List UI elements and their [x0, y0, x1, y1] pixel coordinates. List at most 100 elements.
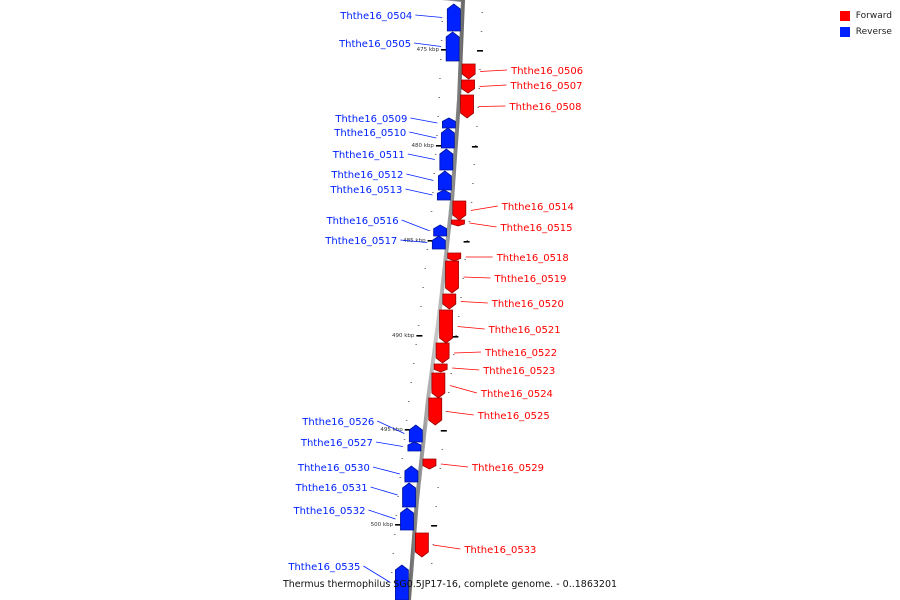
gene-arrow[interactable]: [414, 532, 429, 558]
gene-label[interactable]: Ththe16_0525: [477, 411, 550, 422]
gene-arrow[interactable]: [436, 189, 451, 201]
gene-ththe16_0524[interactable]: Ththe16_0524: [431, 372, 553, 400]
gene-arrow[interactable]: [447, 252, 462, 262]
gene-ththe16_0532[interactable]: Ththe16_0532: [292, 506, 414, 531]
gene-arrow[interactable]: [402, 482, 416, 508]
gene-ththe16_0530[interactable]: Ththe16_0530: [297, 463, 419, 483]
gene-label[interactable]: Ththe16_0522: [484, 348, 557, 359]
gene-label[interactable]: Ththe16_0514: [501, 202, 574, 213]
gene-label[interactable]: Ththe16_0518: [496, 253, 569, 264]
gene-ththe16_0511[interactable]: Ththe16_0511: [332, 148, 454, 171]
gene-ththe16_0523[interactable]: Ththe16_0523: [433, 363, 555, 377]
gene-ththe16_0508[interactable]: Ththe16_0508: [460, 94, 582, 119]
gene-label[interactable]: Ththe16_0515: [500, 223, 573, 234]
gene-ththe16_0527[interactable]: Ththe16_0527: [300, 438, 422, 452]
gene-arrow[interactable]: [431, 372, 446, 399]
gene-label[interactable]: Ththe16_0509: [334, 114, 407, 125]
gene-label[interactable]: Ththe16_0512: [330, 170, 403, 181]
gene-arrow[interactable]: [408, 424, 423, 443]
gene-arrow[interactable]: [445, 31, 460, 62]
tick-mark: [431, 563, 433, 564]
gene-arrow[interactable]: [441, 117, 456, 129]
gene-label[interactable]: Ththe16_0510: [333, 128, 406, 139]
gene-label[interactable]: Ththe16_0529: [471, 463, 544, 474]
gene-ththe16_0516[interactable]: Ththe16_0516: [326, 216, 448, 237]
gene-label[interactable]: Ththe16_0526: [301, 417, 374, 428]
gene-arrow[interactable]: [428, 397, 443, 426]
gene-arrow[interactable]: [442, 293, 457, 310]
gene-arrow[interactable]: [422, 458, 437, 470]
tick-mark: [438, 97, 440, 98]
gene-ththe16_0518[interactable]: Ththe16_0518: [447, 252, 569, 264]
gene-label[interactable]: Ththe16_0516: [326, 216, 399, 227]
gene-ththe16_0533[interactable]: Ththe16_0533: [414, 532, 536, 558]
tick-mark: [450, 373, 452, 374]
gene-label[interactable]: Ththe16_0531: [295, 483, 368, 494]
gene-arrow[interactable]: [400, 507, 414, 531]
gene-label[interactable]: Ththe16_0507: [510, 81, 583, 92]
gene-label[interactable]: Ththe16_0533: [463, 545, 536, 556]
gene-arrow[interactable]: [433, 224, 448, 237]
gene-arrow[interactable]: [461, 63, 476, 80]
gene-ththe16_0514[interactable]: Ththe16_0514: [452, 200, 574, 221]
gene-ththe16_0529[interactable]: Ththe16_0529: [422, 458, 544, 474]
gene-label[interactable]: Ththe16_0535: [287, 562, 360, 573]
gene-label[interactable]: Ththe16_0520: [491, 299, 564, 310]
gene-arrow[interactable]: [439, 148, 454, 171]
gene-label[interactable]: Ththe16_0504: [339, 11, 412, 22]
gene-label[interactable]: Ththe16_0508: [509, 102, 582, 113]
gene-ththe16_0526[interactable]: Ththe16_0526: [301, 417, 423, 443]
gene-ththe16_0522[interactable]: Ththe16_0522: [435, 342, 557, 364]
gene-label[interactable]: Ththe16_0530: [297, 463, 370, 474]
gene-arrow[interactable]: [460, 94, 474, 119]
tick-mark: [433, 173, 435, 174]
gene-ththe16_0505[interactable]: Ththe16_0505: [338, 31, 460, 62]
gene-ththe16_0512[interactable]: Ththe16_0512: [330, 170, 452, 191]
gene-arrow[interactable]: [404, 465, 419, 483]
gene-arrow[interactable]: [445, 260, 459, 294]
gene-arrow[interactable]: [452, 200, 467, 221]
gene-label[interactable]: Ththe16_0532: [292, 506, 365, 517]
gene-ththe16_0509[interactable]: Ththe16_0509: [334, 114, 456, 129]
gene-ththe16_0519[interactable]: Ththe16_0519: [445, 260, 567, 294]
gene-label[interactable]: Ththe16_0524: [480, 389, 553, 400]
gene-ththe16_0506[interactable]: Ththe16_0506: [461, 63, 583, 80]
gene-ththe16_0504[interactable]: Ththe16_0504: [339, 3, 461, 32]
gene-arrow[interactable]: [437, 170, 452, 191]
gene-arrow[interactable]: [394, 564, 409, 600]
gene-ththe16_0515[interactable]: Ththe16_0515: [451, 219, 573, 234]
gene-arrow[interactable]: [435, 342, 450, 364]
gene-ththe16_0521[interactable]: Ththe16_0521: [439, 309, 561, 344]
gene-ththe16_0510[interactable]: Ththe16_0510: [333, 127, 455, 149]
gene-arrow[interactable]: [451, 219, 465, 227]
scale-tick: [435, 145, 442, 147]
gene-label[interactable]: Ththe16_0517: [324, 236, 397, 247]
gene-ththe16_0531[interactable]: Ththe16_0531: [295, 482, 416, 508]
gene-ththe16_0525[interactable]: Ththe16_0525: [428, 397, 550, 426]
gene-label[interactable]: Ththe16_0513: [329, 185, 402, 196]
gene-label[interactable]: Ththe16_0506: [510, 66, 583, 77]
gene-ththe16_0513[interactable]: Ththe16_0513: [329, 185, 451, 201]
gene-arrow[interactable]: [439, 309, 453, 344]
gene-ththe16_0520[interactable]: Ththe16_0520: [442, 293, 564, 310]
tick-mark: [413, 363, 415, 364]
gene-arrow[interactable]: [461, 79, 475, 94]
gene-ththe16_0535[interactable]: Ththe16_0535: [287, 562, 409, 600]
gene-arrow[interactable]: [433, 363, 448, 373]
scale-tick: [431, 525, 438, 527]
gene-label[interactable]: Ththe16_0519: [494, 274, 567, 285]
tick-mark: [437, 487, 439, 488]
gene-arrow[interactable]: [407, 441, 422, 452]
gene-label[interactable]: Ththe16_0527: [300, 438, 373, 449]
gene-label[interactable]: Ththe16_0521: [488, 325, 561, 336]
gene-label[interactable]: Ththe16_0505: [338, 39, 411, 50]
gene-ththe16_0507[interactable]: Ththe16_0507: [461, 79, 583, 94]
tick-mark: [473, 164, 475, 165]
gene-ththe16_0517[interactable]: Ththe16_0517: [324, 235, 446, 250]
gene-label[interactable]: Ththe16_0523: [482, 366, 555, 377]
gene-label[interactable]: Ththe16_0511: [332, 150, 405, 161]
gene-arrow[interactable]: [431, 235, 446, 250]
genome-backbone: [407, 0, 466, 600]
gene-arrow[interactable]: [446, 3, 461, 32]
gene-arrow[interactable]: [440, 127, 455, 149]
